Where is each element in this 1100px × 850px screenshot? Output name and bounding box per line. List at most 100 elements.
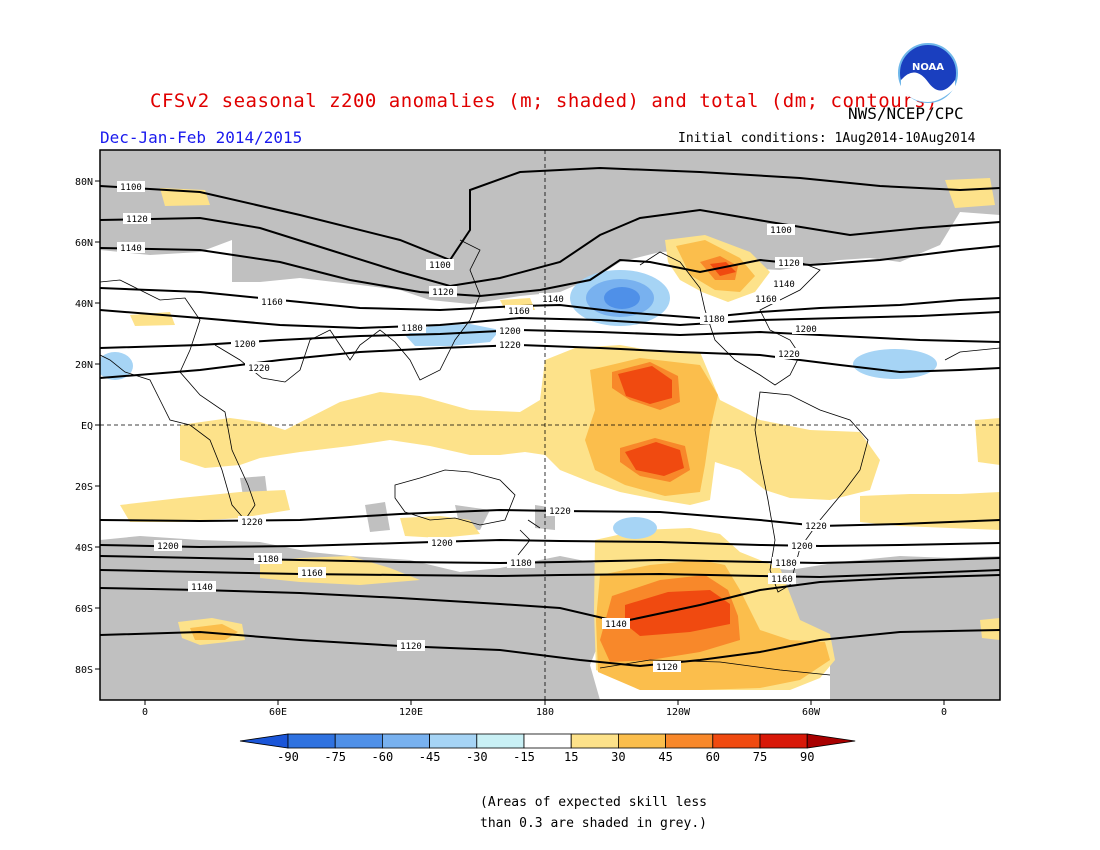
contour-label-1200: 1200 <box>496 325 524 337</box>
colorbar-tick-label: -90 <box>277 750 299 764</box>
contour-label-1200d: 1200 <box>154 540 182 552</box>
colorbar-tick-label: -15 <box>513 750 535 764</box>
svg-text:1200: 1200 <box>791 542 813 552</box>
map-title: CFSv2 seasonal z200 anomalies (m; shaded… <box>150 90 938 112</box>
skill-note-line2: than 0.3 are shaded in grey.) <box>480 816 707 831</box>
contour-label-1180e: 1180 <box>772 557 800 569</box>
contour-label-1220f: 1220 <box>802 520 830 532</box>
svg-text:1100: 1100 <box>429 261 451 271</box>
contour-label-1220: 1220 <box>496 339 524 351</box>
lat-label-40n: 40N <box>75 299 93 310</box>
contour-label-1220e: 1220 <box>546 505 574 517</box>
contour-label-group: 1100 1120 1140 1100 1120 1160 1140 1160 … <box>117 181 830 673</box>
contour-label-1220c: 1220 <box>775 348 803 360</box>
svg-text:1140: 1140 <box>191 583 213 593</box>
agency-label: NWS/NCEP/CPC <box>848 104 964 123</box>
lat-label-40s: 40S <box>75 543 93 554</box>
svg-text:1220: 1220 <box>241 518 263 528</box>
contour-label-1140: 1140 <box>117 242 145 254</box>
contour-label-1180b: 1180 <box>700 313 728 325</box>
svg-text:1100: 1100 <box>770 226 792 236</box>
svg-text:1180: 1180 <box>510 559 532 569</box>
svg-text:1220: 1220 <box>549 507 571 517</box>
colorbar-segment-1 <box>334 733 383 749</box>
contour-label-1100c: 1100 <box>767 224 795 236</box>
contour-label-1140c: 1140 <box>770 278 798 290</box>
svg-text:1140: 1140 <box>542 295 564 305</box>
colorbar-tick-label: -30 <box>466 750 488 764</box>
contour-label-1100: 1100 <box>117 181 145 193</box>
svg-text:1120: 1120 <box>400 642 422 652</box>
contour-label-1120d: 1120 <box>397 640 425 652</box>
colorbar-segment-9 <box>712 733 761 749</box>
colorbar-segment-2 <box>381 733 430 749</box>
contour-label-1200f: 1200 <box>788 540 816 552</box>
lat-label-20s: 20S <box>75 482 93 493</box>
colorbar-tick-label: -75 <box>324 750 346 764</box>
lon-label-180: 180 <box>536 707 554 718</box>
svg-text:1100: 1100 <box>120 183 142 193</box>
svg-text:1120: 1120 <box>126 215 148 225</box>
svg-text:1160: 1160 <box>755 295 777 305</box>
colorbar-segment-3 <box>429 733 478 749</box>
svg-text:1220: 1220 <box>499 341 521 351</box>
skill-note: (Areas of expected skill less than 0.3 a… <box>480 792 707 834</box>
svg-text:1200: 1200 <box>234 340 256 350</box>
contour-label-1220b: 1220 <box>245 362 273 374</box>
colorbar-tick-label: 45 <box>658 750 672 764</box>
svg-text:1160: 1160 <box>261 298 283 308</box>
contour-label-1160b: 1160 <box>505 305 533 317</box>
contour-label-1200e: 1200 <box>428 537 456 549</box>
contour-label-1180d: 1180 <box>507 557 535 569</box>
svg-text:1220: 1220 <box>805 522 827 532</box>
svg-text:1120: 1120 <box>656 663 678 673</box>
lon-label-60e: 60E <box>269 707 287 718</box>
contour-label-1160: 1160 <box>258 296 286 308</box>
svg-text:1200: 1200 <box>157 542 179 552</box>
svg-text:1160: 1160 <box>771 575 793 585</box>
svg-text:1200: 1200 <box>499 327 521 337</box>
contour-label-1200c: 1200 <box>792 323 820 335</box>
positive-anomaly-60-75 <box>618 262 736 636</box>
colorbar-tick-label: -45 <box>419 750 441 764</box>
svg-text:1180: 1180 <box>257 555 279 565</box>
contour-label-1140d: 1140 <box>188 581 216 593</box>
colorbar-arrow-right <box>806 733 856 749</box>
svg-text:1200: 1200 <box>431 539 453 549</box>
longitude-axis: 0 60E 120E 180 120W 60W 0 <box>142 700 947 718</box>
height-contours <box>100 166 1000 668</box>
svg-text:1180: 1180 <box>775 559 797 569</box>
svg-text:1180: 1180 <box>703 315 725 325</box>
colorbar-tick-label: 90 <box>800 750 814 764</box>
noaa-logo: NOAA <box>898 43 958 103</box>
contour-label-1100b: 1100 <box>426 259 454 271</box>
colorbar-tick-label: 75 <box>753 750 767 764</box>
colorbar-segment-7 <box>618 733 667 749</box>
svg-text:1220: 1220 <box>778 350 800 360</box>
contour-label-1140e: 1140 <box>602 618 630 630</box>
colorbar-tick-label: 30 <box>611 750 625 764</box>
reference-lines <box>100 150 1000 700</box>
logo-text: NOAA <box>912 62 944 73</box>
contour-label-1160c: 1160 <box>752 293 780 305</box>
latitude-axis: 80N 60N 40N 20N EQ 20S 40S 60S 80S <box>75 177 100 676</box>
lon-label-120e: 120E <box>399 707 423 718</box>
lon-label-0-west: 0 <box>142 707 148 718</box>
lat-label-60n: 60N <box>75 238 93 249</box>
colorbar-segment-0 <box>287 733 336 749</box>
contour-label-1180c: 1180 <box>254 553 282 565</box>
contour-label-1200b: 1200 <box>231 338 259 350</box>
contour-label-1140b: 1140 <box>539 293 567 305</box>
colorbar-tick-label: 60 <box>706 750 720 764</box>
colorbar-tick-label: -60 <box>372 750 394 764</box>
svg-text:1140: 1140 <box>773 280 795 290</box>
contour-label-1120e: 1120 <box>653 661 681 673</box>
colorbar-arrow-left <box>239 733 289 749</box>
contour-label-1180: 1180 <box>398 322 426 334</box>
svg-text:1220: 1220 <box>248 364 270 374</box>
svg-text:1200: 1200 <box>795 325 817 335</box>
lat-label-20n: 20N <box>75 360 93 371</box>
svg-text:1160: 1160 <box>301 569 323 579</box>
svg-text:1140: 1140 <box>120 244 142 254</box>
